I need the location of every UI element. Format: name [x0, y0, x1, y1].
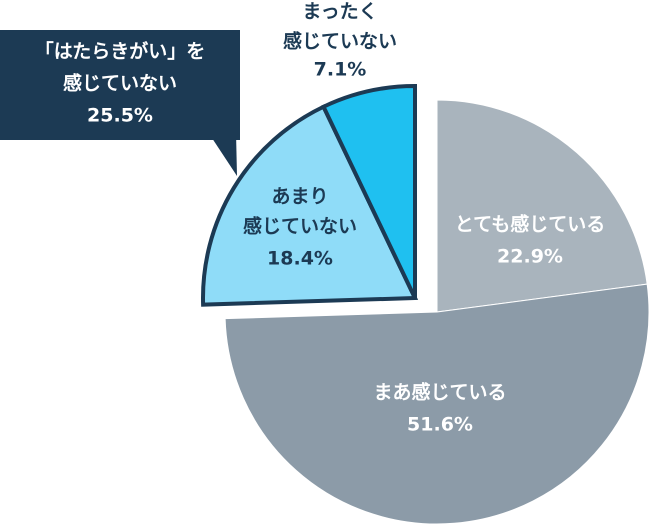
slice-label: まあ感じている	[373, 381, 506, 404]
callout-box	[0, 30, 240, 140]
slice-label: あまり	[271, 186, 328, 208]
slice-value-label: 18.4%	[267, 248, 333, 270]
slice-label: とても感じている	[455, 213, 605, 236]
pie-slice	[436, 99, 648, 313]
slice-value-label: 7.1%	[314, 59, 367, 81]
pie-slice	[201, 104, 419, 307]
callout-pointer	[208, 132, 237, 176]
slice-label: まったく	[302, 1, 377, 23]
slice-label: 感じていない	[283, 30, 397, 53]
slice-value-label: 22.9%	[497, 246, 563, 268]
callout-text: 25.5%	[87, 105, 153, 127]
callout-text: 感じていない	[63, 72, 177, 95]
slice-label: 感じていない	[243, 215, 357, 238]
callout-text: 「はたらきがい」を	[35, 40, 206, 63]
pie-slice	[224, 283, 650, 525]
slice-value-label: 51.6%	[407, 414, 473, 436]
pie-slice	[320, 83, 417, 299]
